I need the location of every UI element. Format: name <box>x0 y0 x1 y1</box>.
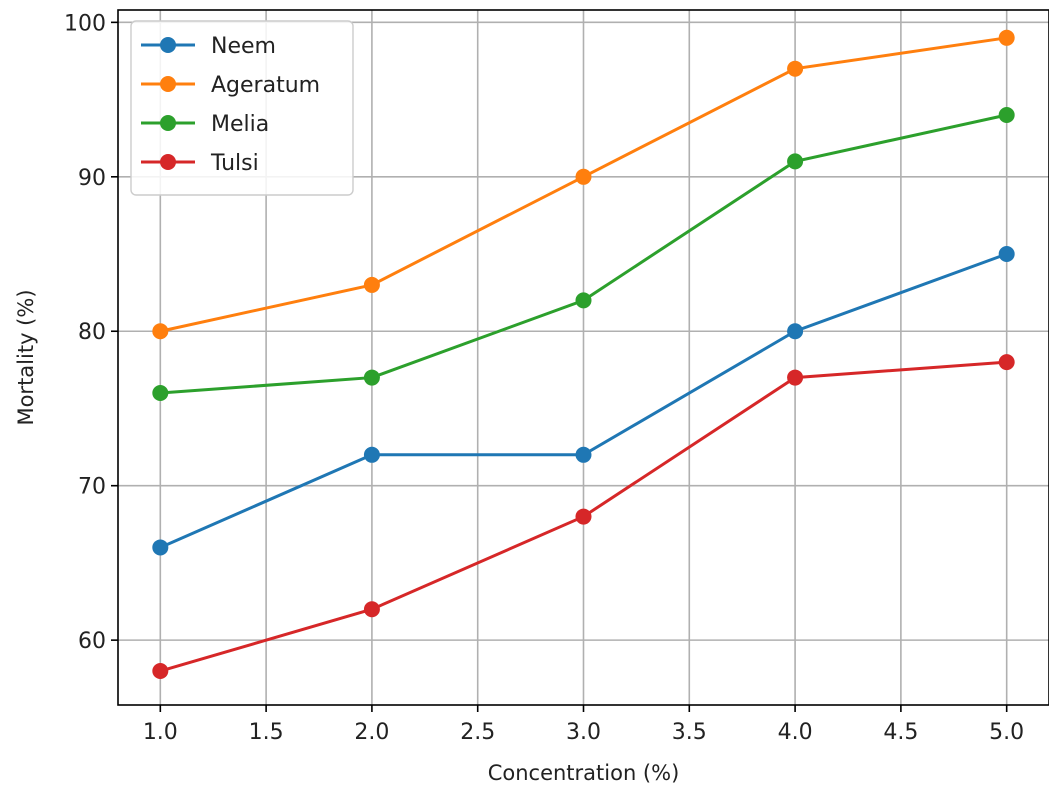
data-point-ageratum <box>575 168 592 185</box>
x-tick-label: 5.0 <box>989 720 1024 745</box>
y-tick-label: 60 <box>78 629 106 654</box>
x-tick-label: 3.5 <box>672 720 707 745</box>
data-point-neem <box>787 323 804 340</box>
data-point-tulsi <box>363 601 380 618</box>
axis-ticks: 1.0 1.5 2.0 2.5 3.0 3.5 4.0 4.5 5.0 60 70 80 90 100 <box>64 11 1024 745</box>
y-axis-label: Mortality (%) <box>14 289 38 425</box>
data-point-melia <box>787 153 804 170</box>
data-point-neem <box>575 446 592 463</box>
legend: Neem Ageratum Melia Tulsi <box>130 20 354 196</box>
x-tick-label: 4.5 <box>883 720 918 745</box>
data-point-tulsi <box>998 354 1015 371</box>
data-point-melia <box>998 107 1015 124</box>
data-point-neem <box>998 246 1015 263</box>
x-tick-label: 4.0 <box>778 720 813 745</box>
legend-marker-neem <box>160 37 176 53</box>
y-tick-label: 80 <box>78 320 106 345</box>
y-tick-label: 90 <box>78 166 106 191</box>
data-point-tulsi <box>787 369 804 386</box>
x-tick-label: 3.0 <box>566 720 601 745</box>
x-tick-label: 1.0 <box>143 720 178 745</box>
legend-marker-ageratum <box>160 76 176 92</box>
data-point-melia <box>363 369 380 386</box>
x-tick-label: 1.5 <box>249 720 284 745</box>
series-group <box>152 29 1015 680</box>
data-point-ageratum <box>363 276 380 293</box>
data-point-melia <box>152 385 169 402</box>
y-tick-label: 70 <box>78 475 106 500</box>
legend-label-melia: Melia <box>211 112 269 137</box>
x-tick-label: 2.5 <box>460 720 495 745</box>
legend-marker-melia <box>160 115 176 131</box>
x-tick-label: 2.0 <box>354 720 389 745</box>
data-point-ageratum <box>998 29 1015 46</box>
data-point-ageratum <box>152 323 169 340</box>
legend-marker-tulsi <box>160 154 176 170</box>
data-point-tulsi <box>575 508 592 525</box>
x-axis-label: Concentration (%) <box>488 761 680 785</box>
data-point-neem <box>363 446 380 463</box>
data-point-melia <box>575 292 592 309</box>
data-point-ageratum <box>787 60 804 77</box>
legend-box <box>130 20 354 196</box>
data-point-neem <box>152 539 169 556</box>
legend-label-ageratum: Ageratum <box>211 73 320 98</box>
legend-label-neem: Neem <box>211 34 276 59</box>
y-tick-label: 100 <box>64 11 106 36</box>
legend-label-tulsi: Tulsi <box>210 151 259 176</box>
data-point-tulsi <box>152 663 169 680</box>
